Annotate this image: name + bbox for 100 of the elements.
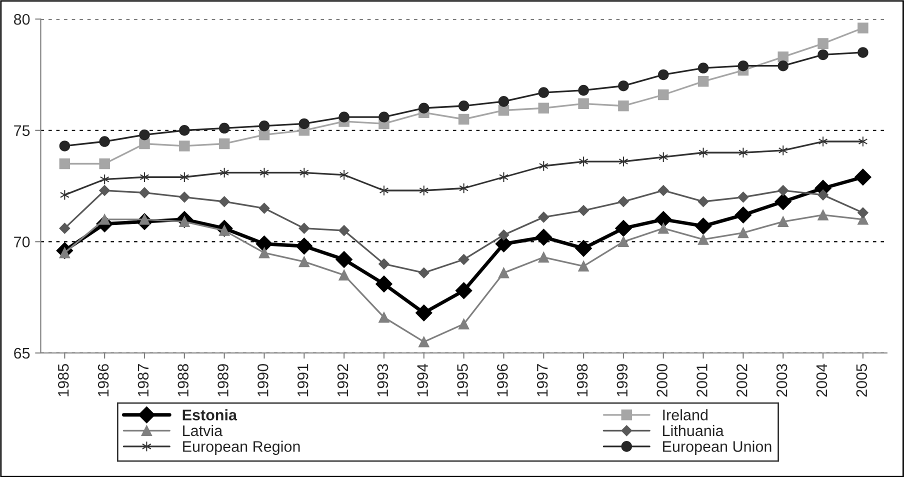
point bbox=[378, 312, 390, 323]
point bbox=[338, 112, 350, 122]
point bbox=[258, 247, 270, 258]
point bbox=[298, 256, 310, 268]
point bbox=[738, 192, 749, 203]
point bbox=[818, 190, 828, 200]
point bbox=[379, 185, 389, 196]
point bbox=[218, 138, 230, 150]
point bbox=[618, 236, 629, 248]
point bbox=[618, 156, 628, 167]
point bbox=[658, 69, 669, 80]
point bbox=[59, 158, 70, 170]
point bbox=[778, 52, 789, 62]
y-tick-label: 70 bbox=[14, 236, 30, 248]
point bbox=[99, 185, 110, 196]
point bbox=[858, 136, 868, 147]
point bbox=[59, 140, 70, 152]
point bbox=[418, 336, 430, 348]
x-tick-label: 1994 bbox=[417, 364, 428, 396]
point bbox=[60, 190, 70, 200]
point bbox=[59, 222, 70, 234]
point bbox=[578, 205, 589, 216]
x-tick-label: 1991 bbox=[297, 364, 308, 396]
point bbox=[618, 80, 629, 92]
x-tick-label: 1985 bbox=[58, 364, 69, 396]
point bbox=[618, 100, 629, 112]
point bbox=[296, 238, 313, 255]
point bbox=[578, 156, 588, 167]
point bbox=[338, 225, 350, 236]
point bbox=[538, 212, 550, 223]
point bbox=[298, 222, 310, 234]
point bbox=[774, 193, 792, 210]
point bbox=[618, 196, 629, 208]
point bbox=[376, 276, 392, 292]
point bbox=[416, 304, 432, 322]
x-tick-label: 1993 bbox=[377, 364, 388, 396]
y-tick-label: 75 bbox=[14, 125, 30, 136]
x-tick-label: 1990 bbox=[258, 364, 268, 396]
point bbox=[658, 185, 669, 196]
point bbox=[615, 220, 632, 237]
point bbox=[498, 96, 510, 107]
point bbox=[778, 216, 789, 228]
x-tick-label: 1988 bbox=[178, 364, 189, 396]
legend-label: Ireland bbox=[663, 409, 708, 420]
x-tick-label: 2003 bbox=[776, 364, 788, 397]
y-tick-label: 80 bbox=[14, 14, 30, 25]
point bbox=[179, 140, 190, 152]
point bbox=[698, 196, 709, 208]
x-tick-label: 2004 bbox=[816, 364, 828, 397]
point bbox=[336, 251, 352, 268]
point bbox=[698, 234, 709, 245]
point bbox=[458, 114, 470, 125]
point bbox=[658, 152, 668, 162]
point bbox=[818, 49, 828, 60]
x-tick-label: 2000 bbox=[656, 364, 668, 397]
point bbox=[458, 254, 470, 265]
x-tick-label: 2005 bbox=[856, 364, 868, 397]
legend-label: European Region bbox=[183, 440, 300, 455]
point bbox=[778, 185, 789, 196]
point bbox=[99, 158, 110, 170]
legend-label: Lithuania bbox=[663, 424, 724, 436]
point bbox=[258, 120, 270, 132]
point bbox=[818, 38, 828, 49]
point bbox=[818, 210, 828, 220]
x-tick-label: 1999 bbox=[616, 364, 628, 396]
point bbox=[458, 318, 470, 330]
point bbox=[260, 167, 269, 178]
point bbox=[339, 170, 349, 180]
point bbox=[655, 211, 672, 228]
point bbox=[858, 22, 868, 34]
point bbox=[858, 207, 868, 218]
x-tick-label: 2001 bbox=[696, 364, 708, 397]
point bbox=[818, 136, 828, 147]
point bbox=[658, 222, 669, 234]
legend-label: Latvia bbox=[183, 424, 223, 436]
point bbox=[575, 240, 592, 257]
point bbox=[738, 60, 749, 72]
x-tick-label: 1995 bbox=[457, 364, 468, 396]
point bbox=[858, 47, 868, 58]
point bbox=[218, 196, 230, 208]
x-tick-label: 1989 bbox=[218, 364, 228, 396]
point bbox=[578, 98, 589, 110]
point bbox=[698, 76, 709, 87]
point bbox=[378, 112, 390, 122]
point bbox=[179, 125, 190, 136]
point bbox=[498, 230, 510, 240]
point bbox=[418, 102, 430, 114]
point bbox=[256, 236, 273, 252]
point bbox=[298, 118, 310, 130]
x-tick-label: 2002 bbox=[736, 364, 748, 397]
point bbox=[498, 267, 510, 278]
point bbox=[538, 102, 550, 114]
y-tick-label: 65 bbox=[14, 348, 30, 359]
x-tick-label: 1998 bbox=[576, 364, 588, 396]
legend-label: European Union bbox=[663, 440, 772, 455]
point bbox=[218, 122, 230, 134]
point bbox=[139, 129, 150, 140]
point bbox=[538, 252, 550, 263]
point bbox=[734, 206, 752, 224]
x-tick-label: 1987 bbox=[138, 364, 149, 396]
